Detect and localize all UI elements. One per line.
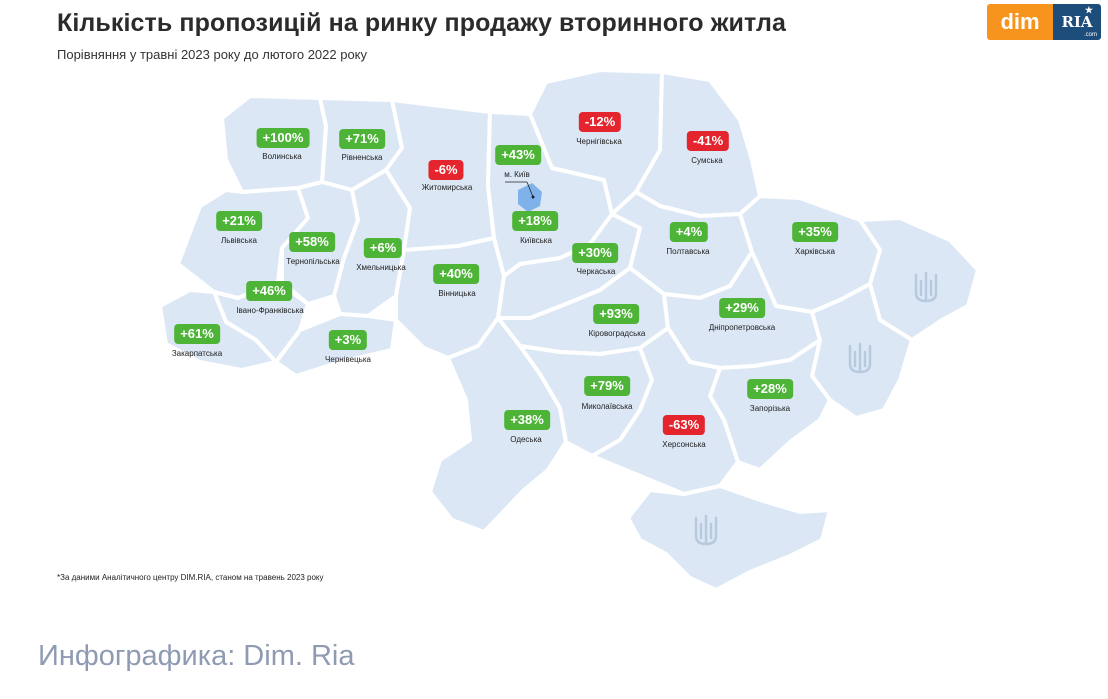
region-label-khmelnytskyi: Хмельницька <box>356 263 406 272</box>
source-footnote: *За даними Аналітичного центру DIM.RIA, … <box>57 573 324 582</box>
region-label-chernihiv: Чернігівська <box>576 137 622 146</box>
region-label-odesa: Одеська <box>510 435 542 444</box>
region-badge-khmelnytskyi: +6% <box>363 238 403 258</box>
region-badge-vinnytsia: +40% <box>433 264 479 284</box>
region-badge-zhytomyr: -6% <box>428 160 464 180</box>
region-label-cherkasy: Черкаська <box>576 267 616 276</box>
region-badge-chernivtsi: +3% <box>328 330 368 350</box>
region-label-zaporizhzhia: Запорізька <box>749 404 791 413</box>
region-badge-kirovohrad: +93% <box>593 304 639 324</box>
logo-dim-part: dim <box>987 4 1053 40</box>
region-label-kherson: Херсонська <box>662 440 706 449</box>
region-label-kirovohrad: Кіровоградська <box>588 329 646 338</box>
region-shape-odesa <box>428 316 568 534</box>
region-label-rivne: Рівненська <box>341 153 383 162</box>
trident-icon-crimea <box>694 514 718 546</box>
region-label-kyiv-city: м. Київ <box>504 170 530 179</box>
region-badge-ivano-frankivsk: +46% <box>246 281 292 301</box>
region-badge-poltava: +4% <box>669 222 709 242</box>
region-badge-rivne: +71% <box>339 129 385 149</box>
infographic-credit: Инфографика: Dim. Ria <box>38 640 355 672</box>
trident-icon-donetsk <box>848 342 872 374</box>
region-label-sumy: Сумська <box>691 156 723 165</box>
region-label-chernivtsi: Чернівецька <box>325 355 371 364</box>
region-shape-crimea <box>626 484 832 592</box>
map-subtitle: Порівняння у травні 2023 року до лютого … <box>57 47 368 62</box>
region-badge-odesa: +38% <box>504 410 550 430</box>
region-label-poltava: Полтавська <box>666 247 710 256</box>
region-label-mykolaiv: Миколаївська <box>581 402 633 411</box>
region-badge-dnipropetrovsk: +29% <box>719 298 765 318</box>
region-label-volyn: Волинська <box>262 152 302 161</box>
region-label-dnipropetrovsk: Дніпропетровська <box>708 323 776 332</box>
region-badge-lviv: +21% <box>216 211 262 231</box>
region-label-zhytomyr: Житомирська <box>421 183 473 192</box>
region-label-ivano-frankivsk: Івано-Франківська <box>236 306 304 315</box>
region-label-lviv: Львівська <box>221 236 257 245</box>
trident-icon-luhansk <box>914 271 938 303</box>
region-badge-sumy: -41% <box>686 131 730 151</box>
region-badge-ternopil: +58% <box>289 232 335 252</box>
region-shape-luhansk <box>858 216 980 342</box>
logo-ria-part: ★ RIA .com <box>1053 4 1101 40</box>
region-label-kharkiv: Харківська <box>795 247 835 256</box>
region-label-ternopil: Тернопільська <box>286 257 340 266</box>
logo-com-text: .com <box>1083 32 1097 38</box>
region-badge-kyiv-city: +43% <box>495 145 541 165</box>
dim-ria-logo: dim ★ RIA .com <box>987 4 1101 40</box>
kyiv-marker <box>531 195 535 199</box>
region-label-zakarpattia: Закарпатська <box>171 349 223 358</box>
kyiv-leader-line-2 <box>526 181 534 198</box>
region-badge-mykolaiv: +79% <box>584 376 630 396</box>
region-badge-kyiv-oblast: +18% <box>512 211 558 231</box>
map-title: Кількість пропозицій на ринку продажу вт… <box>57 9 787 37</box>
kyiv-city-shape <box>518 183 542 212</box>
region-badge-volyn: +100% <box>256 128 310 148</box>
region-badge-kharkiv: +35% <box>792 222 838 242</box>
region-badge-zaporizhzhia: +28% <box>747 379 793 399</box>
region-label-kyiv-oblast: Київська <box>520 236 552 245</box>
logo-ria-text: RIA <box>1061 13 1093 31</box>
region-badge-kherson: -63% <box>662 415 706 435</box>
region-badge-zakarpattia: +61% <box>174 324 220 344</box>
region-label-vinnytsia: Вінницька <box>438 289 476 298</box>
region-badge-chernihiv: -12% <box>578 112 622 132</box>
star-icon: ★ <box>1084 6 1093 16</box>
region-badge-cherkasy: +30% <box>572 243 618 263</box>
